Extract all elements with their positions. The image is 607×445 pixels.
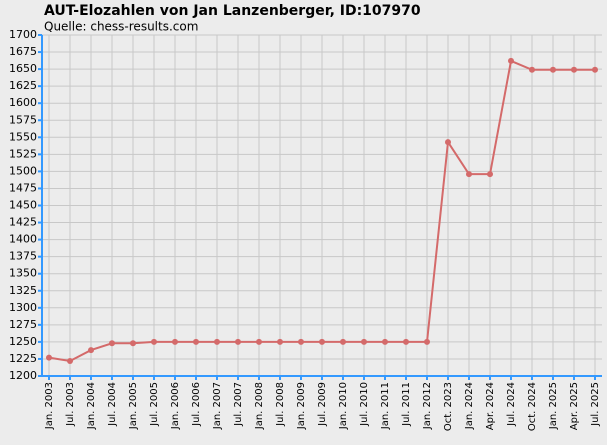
point	[424, 338, 430, 345]
x-tick-label: Jul. 2011	[401, 382, 412, 427]
y-tick-label: 1525	[9, 147, 37, 160]
y-tick-label: 1200	[9, 369, 37, 382]
y-tick-label: 1450	[9, 199, 37, 212]
point	[193, 338, 199, 345]
y-tick-label: 1250	[9, 335, 37, 348]
x-tick-label: Apr. 2025	[569, 382, 580, 430]
y-tick-label: 1650	[9, 62, 37, 75]
y-tick-label: 1675	[9, 45, 37, 58]
point	[214, 338, 220, 345]
y-tick-label: 1550	[9, 130, 37, 143]
x-tick-label: Apr. 2024	[485, 382, 496, 430]
x-tick-label: Jan. 2005	[128, 382, 139, 430]
x-tick-label: Jan. 2007	[212, 382, 223, 430]
y-tick-label: 1625	[9, 79, 37, 92]
point	[277, 338, 283, 345]
y-tick-label: 1500	[9, 164, 37, 177]
point	[571, 66, 577, 73]
point	[508, 57, 514, 64]
y-tick-label: 1425	[9, 216, 37, 229]
point	[172, 338, 178, 345]
point	[256, 338, 262, 345]
x-tick-label: Jul. 2006	[191, 382, 202, 427]
point	[88, 347, 94, 354]
x-tick-label: Jan. 2025	[548, 382, 559, 430]
x-tick-label: Jan. 2010	[338, 382, 349, 430]
point	[298, 338, 304, 345]
x-tick-label: Jul. 2010	[359, 382, 370, 427]
y-tick-label: 1475	[9, 181, 37, 194]
x-tick-label: Jan. 2008	[254, 382, 265, 430]
y-tick-label: 1700	[9, 28, 37, 41]
point	[46, 354, 52, 361]
point	[592, 66, 598, 73]
point	[403, 338, 409, 345]
x-tick-label: Jul. 2007	[233, 382, 244, 427]
x-tick-label: Jan. 2006	[170, 382, 181, 430]
point	[550, 66, 556, 73]
y-tick-label: 1600	[9, 96, 37, 109]
y-tick-label: 1575	[9, 113, 37, 126]
chart-title: AUT-Elozahlen von Jan Lanzenberger, ID:1…	[44, 3, 421, 19]
x-tick-label: Jan. 2004	[86, 382, 97, 430]
y-tick-label: 1225	[9, 352, 37, 365]
point	[529, 66, 535, 73]
chart-subtitle: Quelle: chess-results.com	[44, 20, 198, 34]
point	[340, 338, 346, 345]
y-tick-label: 1325	[9, 284, 37, 297]
x-tick-label: Jul. 2009	[317, 382, 328, 427]
point	[466, 171, 472, 178]
point	[151, 338, 157, 345]
y-tick-label: 1375	[9, 250, 37, 263]
y-tick-label: 1275	[9, 318, 37, 331]
point	[235, 338, 241, 345]
point	[445, 139, 451, 146]
x-tick-label: Jul. 2004	[107, 382, 118, 427]
x-tick-label: Jan. 2024	[464, 382, 475, 430]
x-tick-label: Jul. 2003	[65, 382, 76, 427]
x-tick-label: Jan. 2009	[296, 382, 307, 430]
x-tick-label: Jul. 2025	[590, 382, 601, 427]
x-tick-label: Jul. 2008	[275, 382, 286, 427]
x-tick-label: Jan. 2012	[422, 382, 433, 430]
point	[382, 338, 388, 345]
point	[109, 340, 115, 347]
x-tick-label: Jul. 2024	[506, 382, 517, 427]
x-tick-label: Jan. 2003	[44, 382, 55, 430]
point	[487, 171, 493, 178]
y-tick-label: 1300	[9, 301, 37, 314]
y-tick-label: 1350	[9, 267, 37, 280]
y-tick-label: 1400	[9, 233, 37, 246]
point	[361, 338, 367, 345]
point	[319, 338, 325, 345]
x-tick-label: Jul. 2005	[149, 382, 160, 427]
point	[67, 357, 73, 364]
x-tick-label: Oct. 2023	[443, 382, 454, 431]
point	[130, 340, 136, 347]
x-tick-label: Oct. 2024	[527, 382, 538, 431]
x-tick-label: Jan. 2011	[380, 382, 391, 430]
